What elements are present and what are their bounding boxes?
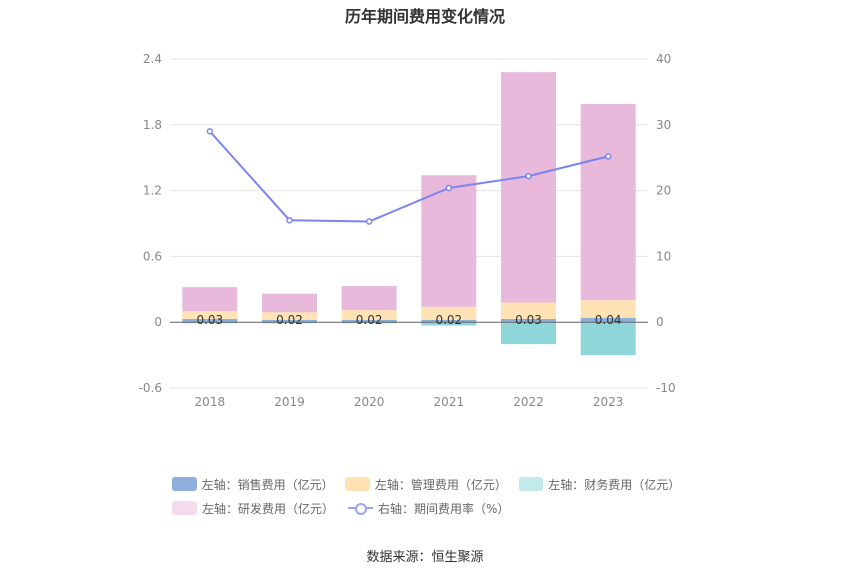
left-tick-label: 0.6 [143, 249, 162, 263]
bar-segment [182, 318, 238, 323]
x-tick-label: 2020 [354, 395, 385, 409]
grid-lines [170, 58, 648, 389]
bar-segment [580, 300, 636, 318]
bar-segment [262, 322, 317, 324]
data-label-layer: 0.03 0.02 0.02 0.02 0.03 0.04 [196, 313, 621, 327]
legend-swatch-rnd [172, 501, 197, 515]
left-tick-label: -0.6 [139, 381, 162, 395]
bar-segment [341, 310, 397, 321]
bar-segment [341, 320, 397, 323]
bar-segment [501, 72, 556, 303]
bar-segment [421, 320, 477, 323]
legend-item-rate[interactable]: 右轴：期间费用率（%） [348, 500, 509, 517]
rate-point [286, 216, 293, 224]
data-label: 0.03 [196, 313, 223, 327]
rate-point [206, 128, 214, 135]
bar-segment [580, 103, 636, 301]
rate-point [525, 172, 532, 180]
rate-line [209, 130, 609, 223]
bar-segment [262, 320, 317, 323]
legend-label-admin: 左轴：管理费用（亿元） [374, 477, 507, 492]
axis-layer: -0.6 0 0.6 1.2 1.8 2.4 -10 0 10 20 30 40 2018 2019 202… [139, 52, 676, 409]
left-tick-label: 1.8 [143, 118, 162, 132]
legend-item-admin[interactable]: 左轴：管理费用（亿元） [345, 476, 507, 493]
legend-item-finance[interactable]: 左轴：财务费用（亿元） [518, 476, 681, 493]
legend: 左轴：销售费用（亿元） 左轴：管理费用（亿元） 左轴：财务费用（亿元） 左轴：研… [172, 472, 692, 520]
legend-row-2: 左轴：研发费用（亿元） 右轴：期间费用率（%） [172, 496, 692, 520]
legend-row-1: 左轴：销售费用（亿元） 左轴：管理费用（亿元） 左轴：财务费用（亿元） [172, 472, 692, 496]
right-tick-label: 0 [656, 315, 664, 329]
data-label: 0.04 [595, 313, 622, 327]
data-source: 数据来源：恒生聚源 [366, 550, 484, 565]
rate-line-layer [206, 128, 612, 225]
legend-label-rnd: 左轴：研发费用（亿元） [202, 501, 335, 516]
bar-segment [501, 318, 556, 323]
right-tick-label: 30 [656, 118, 671, 132]
bar-segment [341, 322, 397, 324]
bar-segment [182, 322, 238, 324]
data-label: 0.02 [276, 313, 303, 327]
left-tick-label: 1.2 [143, 184, 162, 198]
left-tick-label: 2.4 [143, 52, 162, 66]
legend-label-rate: 右轴：期间费用率（%） [378, 501, 510, 516]
bar-segment [341, 286, 397, 311]
right-tick-label: 40 [656, 52, 671, 66]
bar-segment [421, 322, 477, 326]
left-tick-label: 0 [154, 315, 162, 329]
legend-label-finance: 左轴：财务费用（亿元） [548, 477, 681, 492]
legend-swatch-admin [345, 477, 370, 491]
right-tick-label: 10 [656, 249, 671, 263]
data-label: 0.02 [356, 313, 383, 327]
rate-point [445, 184, 453, 192]
legend-swatch-rate-icon [348, 501, 374, 515]
x-tick-label: 2019 [274, 395, 305, 409]
bar-segment [182, 311, 238, 319]
chart-plot: -0.6 0 0.6 1.2 1.8 2.4 -10 0 10 20 30 40 2018 2019 202… [139, 52, 676, 409]
bar-segment [421, 175, 477, 307]
legend-swatch-sales [172, 477, 197, 491]
bar-segment [580, 322, 636, 356]
bar-segment [580, 317, 636, 323]
legend-item-sales[interactable]: 左轴：销售费用（亿元） [172, 476, 334, 493]
legend-item-rnd[interactable]: 左轴：研发费用（亿元） [172, 500, 334, 517]
bar-segment [501, 302, 556, 319]
x-tick-label: 2021 [434, 395, 465, 409]
x-tick-label: 2022 [513, 395, 544, 409]
bar-segment [501, 322, 556, 345]
right-tick-label: 20 [656, 184, 671, 198]
bar-segment [262, 312, 317, 321]
right-tick-label: -10 [656, 381, 676, 395]
x-tick-label: 2018 [195, 395, 226, 409]
rate-point [604, 153, 612, 160]
bar-segment [182, 287, 238, 312]
legend-swatch-finance [518, 477, 544, 491]
rate-point [365, 218, 373, 225]
data-label: 0.02 [435, 313, 462, 327]
x-tick-label: 2023 [593, 395, 624, 409]
legend-label-sales: 左轴：销售费用（亿元） [201, 477, 334, 492]
bar-layer [182, 72, 636, 356]
bar-segment [262, 293, 317, 313]
data-label: 0.03 [515, 313, 542, 327]
chart-title: 历年期间费用变化情况 [344, 7, 505, 26]
bar-segment [421, 306, 477, 321]
